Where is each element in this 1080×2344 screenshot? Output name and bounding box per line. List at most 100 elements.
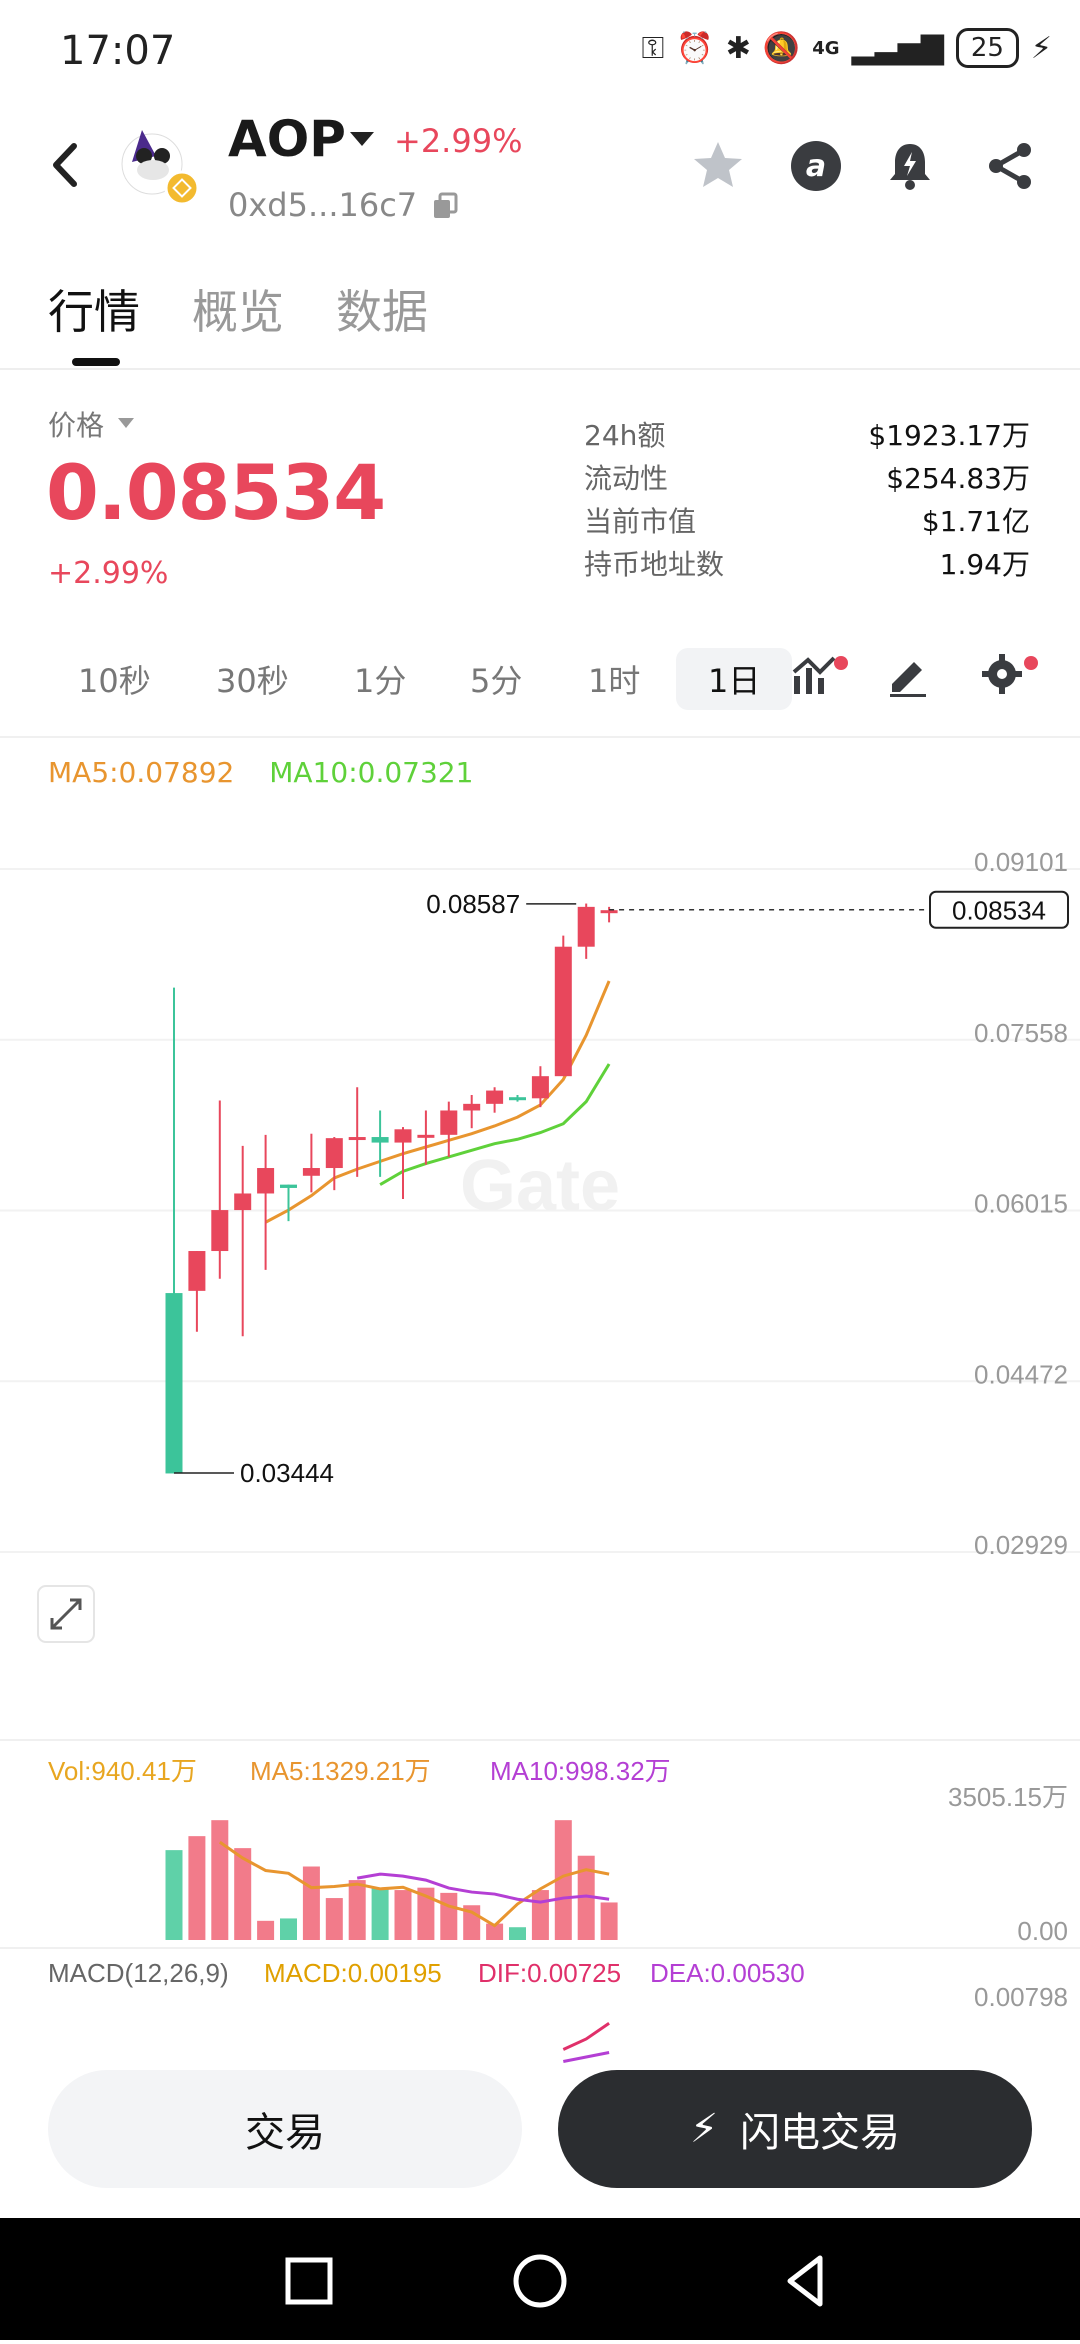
home-icon[interactable] bbox=[513, 2254, 567, 2308]
macd-axis-top: 0.00798 bbox=[974, 1982, 1068, 2012]
price-change: +2.99% bbox=[48, 556, 169, 591]
tab-overview[interactable]: 概览 bbox=[192, 285, 284, 339]
notification-dot bbox=[834, 656, 848, 670]
svg-text:a: a bbox=[806, 149, 826, 184]
battery-indicator: 25 bbox=[955, 28, 1019, 68]
candle-body bbox=[165, 1293, 183, 1474]
indicator-icon[interactable] bbox=[790, 650, 838, 698]
current-price-tag bbox=[929, 890, 1069, 929]
timeframe-1d[interactable]: 1日 bbox=[676, 648, 793, 710]
network-label: 4G bbox=[812, 37, 840, 59]
volume-bar bbox=[348, 1880, 366, 1940]
current-price-label: 0.08534 bbox=[952, 896, 1046, 926]
vol-ma10-line bbox=[356, 1872, 610, 1904]
ma10-value: MA10:0.07321 bbox=[269, 756, 474, 789]
ma-indicator-legend: MA5:0.07892 MA10:0.07321 bbox=[48, 756, 473, 789]
volume-bar bbox=[440, 1892, 458, 1940]
timeframe-1h[interactable]: 1时 bbox=[588, 662, 641, 700]
signal-icon: ▂▃▅▇ bbox=[851, 30, 944, 66]
watermark: Gate bbox=[460, 1146, 620, 1226]
contract-address: 0xd5...16c7 bbox=[228, 186, 418, 224]
candle-body bbox=[417, 1134, 435, 1138]
volume-bars bbox=[165, 1820, 618, 1940]
caret-down-icon[interactable] bbox=[118, 418, 134, 428]
vol-axis-top: 3505.15万 bbox=[948, 1782, 1068, 1812]
divider bbox=[0, 368, 1080, 370]
volume-bar bbox=[509, 1927, 526, 1940]
chevron-down-icon[interactable] bbox=[350, 132, 374, 146]
volume-bar bbox=[554, 1820, 572, 1940]
vol-ma5-value: MA5:1329.21万 bbox=[250, 1756, 431, 1786]
candle-body bbox=[600, 910, 618, 914]
flash-trade-button[interactable]: ⚡ 闪电交易 bbox=[558, 2070, 1032, 2188]
candle-body bbox=[325, 1138, 343, 1169]
high-label: 0.08587 bbox=[426, 889, 520, 919]
candle-body bbox=[302, 1168, 320, 1176]
system-nav-bar bbox=[0, 2218, 1080, 2340]
stat-label-volume: 24h额 bbox=[584, 419, 666, 452]
volume-bar bbox=[234, 1848, 252, 1940]
flash-trade-button-label: 闪电交易 bbox=[740, 2110, 901, 2156]
candle-body bbox=[234, 1193, 252, 1211]
price-label[interactable]: 价格 bbox=[48, 409, 105, 442]
back-icon[interactable] bbox=[787, 2255, 823, 2307]
star-icon[interactable] bbox=[690, 138, 746, 194]
timeframe-10s[interactable]: 10秒 bbox=[78, 662, 151, 700]
price-axis-label: 0.04472 bbox=[974, 1359, 1068, 1389]
candle-body bbox=[440, 1110, 458, 1135]
recents-icon[interactable] bbox=[285, 2257, 333, 2305]
candle-body bbox=[509, 1097, 526, 1101]
candle-body bbox=[486, 1090, 504, 1104]
volume-bar bbox=[371, 1887, 389, 1940]
candles bbox=[165, 903, 618, 1474]
candle-body bbox=[257, 1168, 275, 1194]
stat-value-holders: 1.94万 bbox=[939, 548, 1030, 581]
ma5-line bbox=[264, 980, 611, 1224]
settings-gear-icon[interactable] bbox=[978, 650, 1026, 698]
candle-body bbox=[371, 1137, 389, 1143]
notification-dot bbox=[1024, 656, 1038, 670]
volume-bar bbox=[600, 1902, 618, 1940]
volume-bar bbox=[302, 1866, 320, 1940]
copy-icon[interactable] bbox=[432, 192, 458, 220]
candle-body bbox=[463, 1103, 481, 1111]
candle-body bbox=[394, 1129, 412, 1143]
tab-data[interactable]: 数据 bbox=[336, 285, 428, 339]
low-label: 0.03444 bbox=[240, 1458, 334, 1488]
pencil-icon[interactable] bbox=[884, 650, 932, 698]
candle-body bbox=[280, 1184, 297, 1188]
stat-label-market-cap: 当前市值 bbox=[584, 505, 697, 538]
volume-bar bbox=[280, 1918, 297, 1940]
trade-button[interactable]: 交易 bbox=[48, 2070, 522, 2188]
fullscreen-expand-button[interactable] bbox=[37, 1585, 95, 1643]
candle-body bbox=[188, 1251, 206, 1291]
stat-label-holders: 持币地址数 bbox=[584, 548, 725, 581]
vol-axis-bottom: 0.00 bbox=[1017, 1916, 1068, 1946]
price-value: 0.08534 bbox=[46, 448, 386, 537]
macd-value: MACD:0.00195 bbox=[264, 1958, 442, 1988]
bluetooth-icon: ✱ bbox=[725, 30, 751, 66]
volume-bar bbox=[188, 1836, 206, 1940]
candle-body bbox=[531, 1076, 549, 1099]
vol-ma5-line bbox=[218, 1840, 610, 1928]
token-symbol[interactable]: AOP bbox=[228, 110, 346, 168]
price-alert-icon[interactable] bbox=[882, 138, 938, 194]
volume-bar bbox=[417, 1887, 435, 1940]
back-arrow-icon[interactable] bbox=[46, 140, 86, 190]
candle-body bbox=[348, 1137, 366, 1141]
stat-value-liquidity: $254.83万 bbox=[886, 462, 1030, 495]
dif-value: DIF:0.00725 bbox=[478, 1958, 621, 1988]
alarm-icon: ⏰ bbox=[676, 30, 714, 66]
ai-icon[interactable]: a bbox=[788, 138, 844, 194]
dea-value: DEA:0.00530 bbox=[650, 1958, 805, 1988]
active-tab-indicator bbox=[72, 358, 120, 366]
tab-market[interactable]: 行情 bbox=[48, 285, 140, 339]
candle-body bbox=[577, 906, 595, 947]
share-icon[interactable] bbox=[982, 138, 1038, 194]
timeframe-5m[interactable]: 5分 bbox=[470, 662, 523, 700]
ma10-line bbox=[379, 1063, 611, 1186]
timeframe-1m[interactable]: 1分 bbox=[354, 662, 407, 700]
charging-icon: ⚡ bbox=[1030, 30, 1052, 66]
kline-chart[interactable]: Gate 0.09101 0.07558 0.06015 0.04472 0.02929… bbox=[0, 800, 1080, 2070]
timeframe-30s[interactable]: 30秒 bbox=[216, 662, 289, 700]
